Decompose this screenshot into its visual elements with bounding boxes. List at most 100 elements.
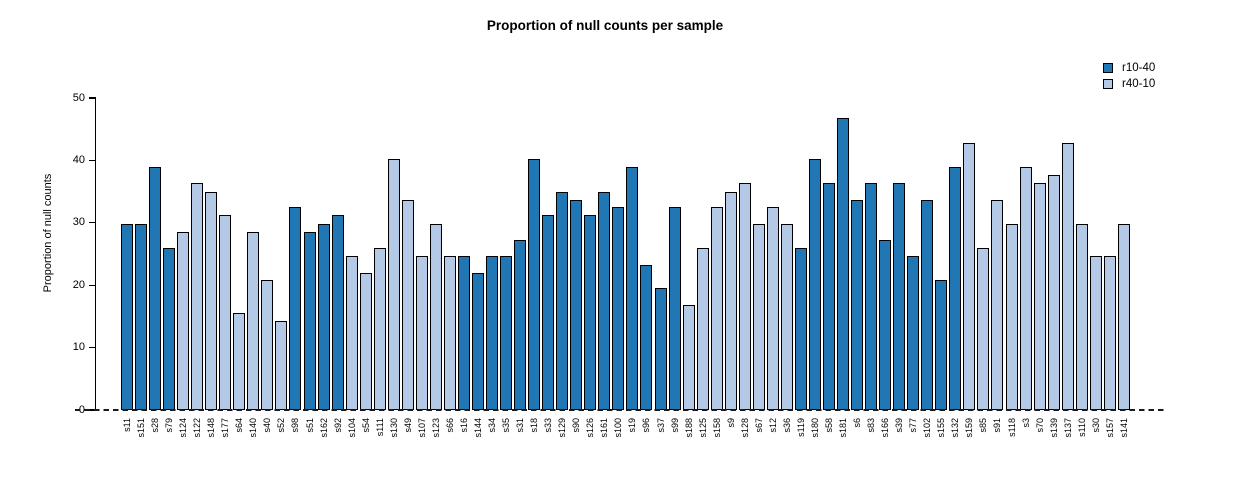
bar-s64 (233, 313, 246, 410)
x-tick-label-s188: s188 (683, 418, 694, 438)
bar-s77 (907, 256, 920, 410)
y-tick-20 (88, 284, 95, 286)
bar-s158 (710, 207, 723, 410)
x-tick-label-s122: s122 (192, 418, 203, 438)
bar-s12 (766, 207, 779, 410)
y-tick-label-50: 50 (72, 91, 85, 104)
bar-s90 (570, 200, 583, 410)
x-tick-label-s91: s91 (992, 418, 1003, 433)
chart-title: Proportion of null counts per sample (486, 18, 724, 33)
legend-item-r40-10: r40-10 (1103, 76, 1155, 92)
bar-s110 (1075, 224, 1088, 410)
y-tick-40 (88, 159, 95, 162)
bar-s19 (626, 167, 639, 410)
bar-s3 (1019, 167, 1032, 410)
bar-s140 (247, 232, 260, 410)
x-tick-label-s67: s67 (753, 418, 764, 433)
bar-s34 (486, 256, 499, 410)
bar-s16 (457, 256, 470, 410)
bar-s49 (401, 200, 414, 410)
y-tick-10 (88, 347, 95, 349)
x-tick-label-s139: s139 (1048, 418, 1059, 438)
bar-s6 (851, 200, 864, 410)
bar-s37 (654, 288, 667, 410)
bar-s58 (823, 183, 835, 410)
x-tick-label-s19: s19 (627, 418, 638, 433)
bar-s79 (163, 248, 176, 410)
legend-label: r40-10 (1122, 78, 1156, 90)
x-tick-label-s157: s157 (1104, 418, 1115, 438)
x-tick-label-s148: s148 (206, 418, 217, 438)
x-tick-label-s125: s125 (697, 418, 708, 438)
bar-s100 (612, 207, 625, 410)
bar-s180 (808, 159, 821, 410)
x-tick-label-s77: s77 (908, 418, 919, 433)
x-tick-label-s12: s12 (767, 418, 778, 433)
bar-s28 (149, 167, 162, 410)
x-tick-label-s104: s104 (346, 418, 357, 438)
bar-s99 (668, 207, 681, 410)
bar-s107 (415, 256, 428, 410)
x-tick-label-s107: s107 (416, 418, 427, 438)
x-tick-label-s31: s31 (515, 418, 526, 433)
x-tick-label-s158: s158 (711, 418, 722, 438)
y-axis-title: Proportion of null counts (42, 173, 54, 293)
bar-s104 (345, 256, 358, 410)
x-tick-label-s51: s51 (304, 418, 315, 433)
bar-s35 (500, 256, 513, 410)
bar-s155 (935, 280, 948, 410)
bar-s66 (443, 256, 456, 410)
bar-s129 (556, 192, 569, 410)
bar-s31 (514, 240, 527, 410)
y-tick-label-10: 10 (72, 341, 85, 354)
x-tick-label-s128: s128 (739, 418, 750, 438)
x-tick-label-s30: s30 (1090, 418, 1101, 433)
bar-s11 (121, 224, 133, 410)
x-tick-label-s155: s155 (936, 418, 947, 438)
bar-s161 (598, 192, 611, 410)
bar-s177 (219, 215, 232, 410)
x-tick-label-s28: s28 (150, 418, 161, 433)
x-tick-label-s129: s129 (557, 418, 568, 438)
bar-s85 (977, 248, 990, 410)
x-tick-label-s144: s144 (473, 418, 483, 438)
bar-s188 (682, 305, 695, 410)
bar-s181 (837, 118, 850, 410)
bar-s33 (542, 215, 555, 410)
bar-s124 (177, 232, 190, 410)
x-tick-label-s166: s166 (880, 418, 891, 438)
x-tick-label-s162: s162 (318, 418, 329, 438)
x-tick-label-s96: s96 (641, 418, 652, 433)
x-tick-label-s151: s151 (136, 418, 147, 438)
bar-s157 (1103, 256, 1116, 410)
x-tick-label-s83: s83 (866, 418, 877, 433)
x-tick-label-s49: s49 (402, 418, 413, 433)
legend: r10-40 r40-10 (1103, 60, 1155, 92)
y-tick-label-20: 20 (72, 278, 85, 291)
x-tick-label-s140: s140 (248, 418, 259, 438)
legend-label: r10-40 (1122, 62, 1156, 74)
bar-s126 (584, 215, 597, 410)
bar-s40 (261, 280, 274, 410)
x-tick-label-s126: s126 (585, 418, 596, 438)
x-tick-label-s85: s85 (978, 418, 989, 433)
x-tick-label-s40: s40 (262, 418, 273, 433)
legend-swatch-dark (1103, 63, 1113, 73)
bar-s98 (289, 207, 302, 410)
bar-s130 (387, 159, 400, 410)
legend-swatch-light (1103, 79, 1113, 89)
x-tick-label-s11: s11 (122, 418, 132, 432)
bar-s83 (865, 183, 878, 410)
x-tick-label-s3: s3 (1020, 418, 1031, 428)
bar-s132 (949, 167, 962, 410)
bar-s36 (780, 224, 793, 410)
x-tick-label-s34: s34 (487, 418, 498, 433)
x-tick-label-s161: s161 (599, 418, 610, 438)
x-tick-label-s33: s33 (543, 418, 554, 433)
bar-s67 (752, 224, 765, 410)
bar-s123 (429, 224, 442, 410)
x-tick-label-s35: s35 (501, 418, 512, 433)
x-tick-label-s18: s18 (529, 418, 540, 433)
x-tick-label-s54: s54 (360, 418, 371, 433)
